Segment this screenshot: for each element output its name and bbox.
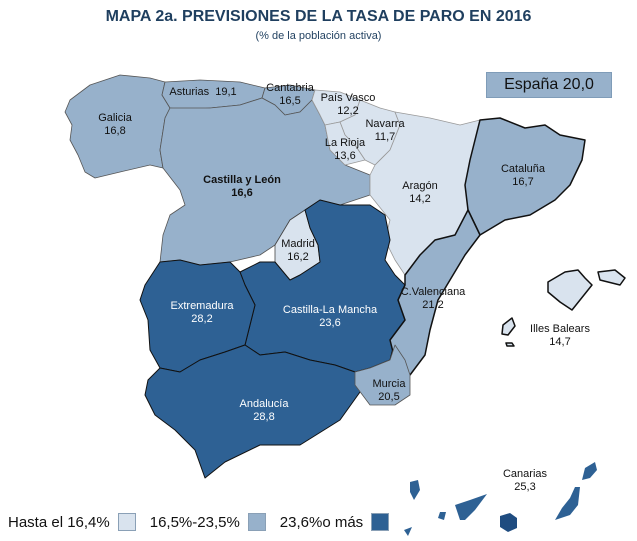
region-c-valenciana[interactable] — [389, 209, 481, 376]
region-canarias-lanzarote[interactable] — [582, 462, 597, 480]
label-c-valenciana: C.Valenciana 21,2 — [400, 286, 466, 311]
label-extremadura: Extremadura 28,2 — [170, 300, 234, 325]
label-navarra: Navarra 11,7 — [365, 118, 405, 143]
region-murcia[interactable] — [354, 344, 411, 406]
region-canarias-gran-canaria[interactable] — [500, 513, 517, 532]
region-canarias-el-hierro[interactable] — [404, 527, 412, 536]
legend-label-high: 23,6%o más — [279, 513, 364, 531]
label-andalucia: Andalucía 28,8 — [239, 398, 289, 423]
label-castilla-la-mancha: Castilla-La Mancha 23,6 — [282, 304, 378, 329]
label-madrid: Madrid 16,2 — [281, 238, 315, 263]
national-rate-box: España 20,0 — [486, 72, 612, 98]
legend: Hasta el 16,4% 16,5%-23,5% 23,6%o más — [8, 511, 403, 533]
map-title: MAPA 2a. PREVISIONES DE LA TASA DE PARO … — [105, 8, 532, 25]
region-canarias-fuerteventura[interactable] — [555, 487, 580, 520]
legend-swatch-high — [371, 513, 390, 531]
region-canarias-tenerife[interactable] — [455, 494, 487, 520]
label-murcia: Murcia 20,5 — [372, 378, 406, 403]
label-pais-vasco: País Vasco 12,2 — [320, 92, 376, 117]
region-andalucia[interactable] — [144, 344, 366, 479]
region-canarias-la-gomera[interactable] — [438, 512, 446, 520]
legend-swatch-low — [117, 513, 136, 531]
legend-swatch-mid — [247, 513, 266, 531]
region-balears-menorca[interactable] — [597, 269, 626, 286]
legend-label-low: Hasta el 16,4% — [8, 513, 110, 531]
region-canarias-la-palma[interactable] — [410, 480, 420, 500]
map-subtitle: (% de la población activa) — [255, 30, 382, 42]
label-aragon: Aragón 14,2 — [402, 180, 438, 205]
label-cataluna: Cataluña 16,7 — [500, 163, 546, 188]
label-canarias: Canarias 25,3 — [502, 468, 548, 493]
label-illes-balears: Illes Balears 14,7 — [530, 323, 590, 348]
legend-label-mid: 16,5%-23,5% — [149, 513, 240, 531]
region-balears-ibiza[interactable] — [501, 317, 516, 336]
region-balears-mallorca[interactable] — [547, 269, 593, 311]
region-balears-formentera[interactable] — [505, 342, 515, 347]
label-castilla-leon: Castilla y León 16,6 — [203, 174, 281, 199]
label-la-rioja: La Rioja 13,6 — [324, 137, 366, 162]
label-asturias: Asturias 19,1 — [169, 86, 237, 98]
region-navarra[interactable] — [339, 99, 401, 166]
label-galicia: Galicia 16,8 — [98, 112, 132, 137]
label-cantabria: Cantabria 16,5 — [266, 82, 314, 107]
region-la-rioja[interactable] — [324, 121, 366, 166]
region-cataluna[interactable] — [464, 117, 586, 236]
